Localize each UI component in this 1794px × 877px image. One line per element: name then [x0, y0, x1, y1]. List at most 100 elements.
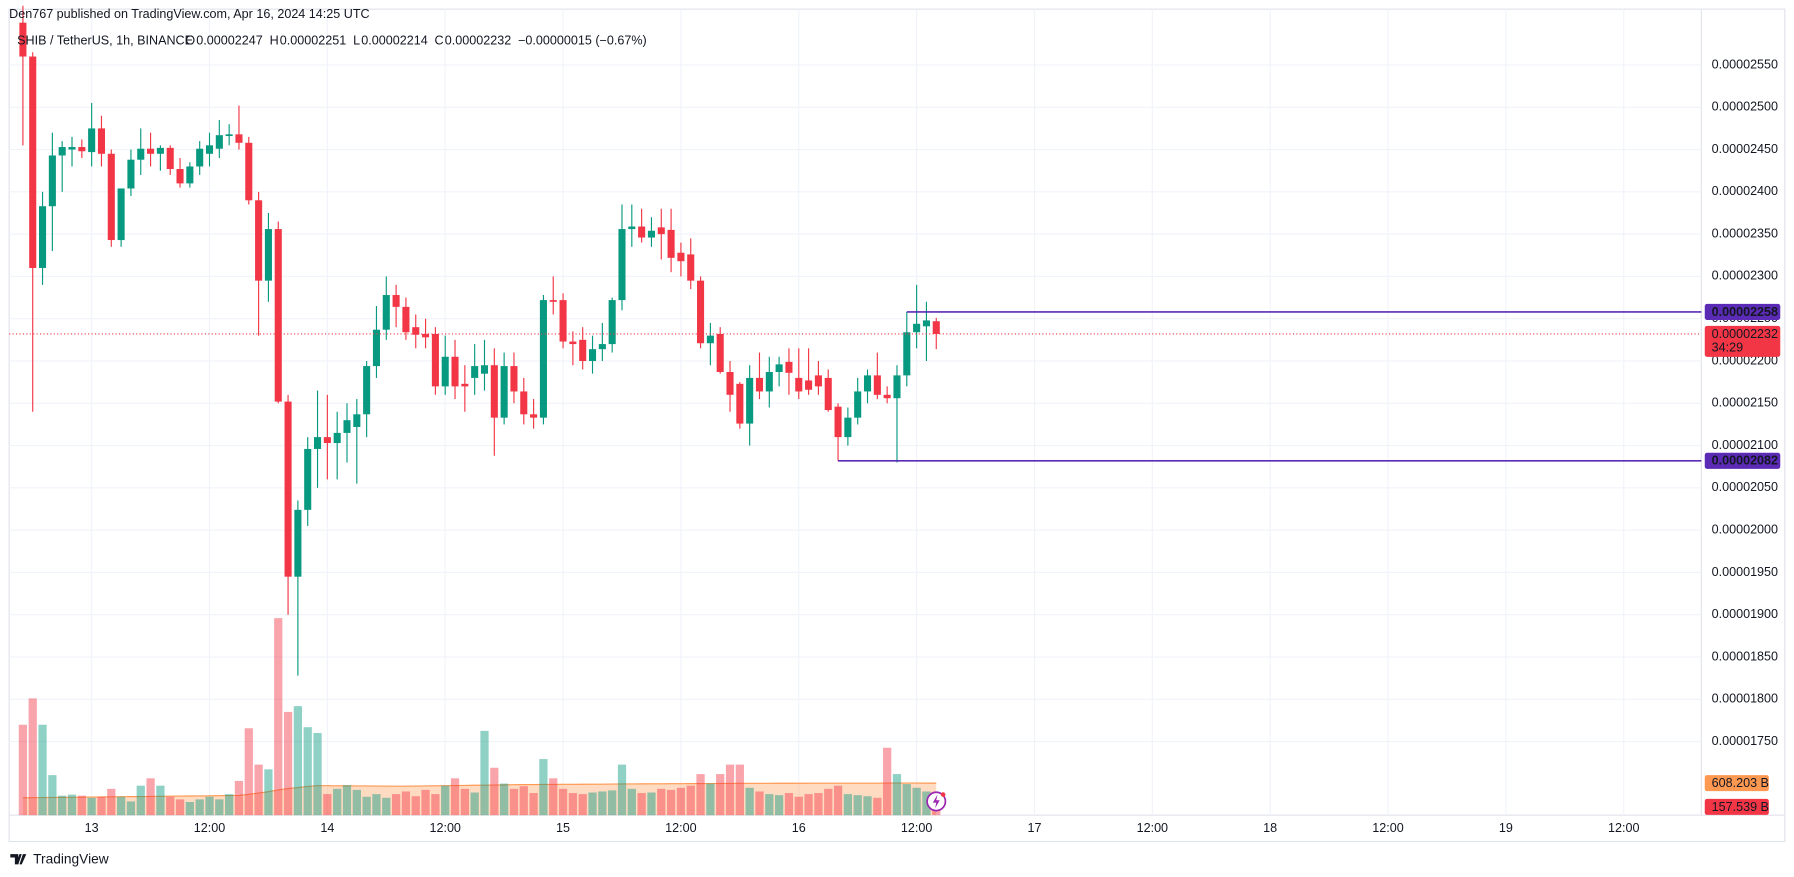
volume-ma-area [22, 783, 937, 816]
candle-body [785, 361, 793, 373]
x-tick-label: 13 [85, 821, 99, 835]
candle-body [765, 371, 773, 392]
volume-bar [244, 728, 253, 816]
candle-body [569, 341, 577, 345]
volume-bar [490, 767, 499, 816]
candle-body [913, 323, 921, 333]
volume-bar [529, 793, 538, 816]
candle-body [392, 295, 400, 307]
volume-bar [470, 792, 479, 816]
candle-body [451, 356, 459, 387]
candle-body [922, 320, 930, 327]
candle-body [687, 254, 695, 281]
y-tick-label: 0.00002000 [1712, 522, 1778, 536]
volume-bar [460, 788, 469, 816]
volume-bar [843, 794, 852, 816]
volume-bar [156, 785, 165, 816]
volume-bar [716, 774, 725, 816]
candle-body [97, 128, 106, 154]
volume-bar [725, 764, 735, 816]
candle-body [854, 391, 862, 418]
symbol: SHIB / TetherUS, 1h, BINANCE [17, 34, 193, 48]
volume-bar [706, 783, 715, 816]
volume-bar [568, 793, 578, 816]
volume-bar [892, 774, 902, 816]
candle-body [510, 366, 518, 392]
x-tick-label: 19 [1499, 821, 1513, 835]
volume-bar [549, 778, 558, 816]
candle-body [78, 147, 86, 152]
candle-body [873, 375, 881, 395]
candle-body [677, 252, 685, 262]
candle-body [461, 383, 469, 387]
candle-body [68, 147, 76, 150]
volume-bar [382, 797, 391, 816]
price-label-bg [1704, 325, 1781, 357]
volume-bar [264, 769, 273, 816]
y-tick-label: 0.00001800 [1712, 692, 1778, 706]
volume-bar [735, 764, 744, 816]
candle-body [147, 148, 155, 154]
ohlc-value: 0.00002214 [361, 34, 427, 48]
candle-body [608, 300, 616, 345]
volume-bar [116, 796, 126, 816]
candle-body [480, 365, 489, 374]
candle-body [667, 229, 675, 258]
volume-bar [902, 784, 911, 816]
candle-body [353, 414, 361, 427]
volume-bar [38, 724, 47, 816]
volume-bar [883, 747, 892, 816]
candle-body [88, 128, 96, 153]
volume-bar [686, 785, 695, 816]
volume-bar [647, 792, 656, 816]
candle-body [549, 300, 557, 302]
candle-body [363, 366, 371, 415]
candle-body [255, 200, 263, 281]
countdown: 34:29 [1712, 341, 1743, 355]
candle-body [471, 366, 479, 378]
candle-body [156, 147, 164, 154]
candle-body [795, 377, 803, 392]
candle-body [117, 188, 125, 241]
candle-body [137, 148, 145, 160]
candle-body [932, 321, 940, 334]
candle-body [382, 295, 390, 330]
volume-bar [136, 785, 145, 816]
volume-label: 157.539 B [1712, 800, 1769, 814]
volume-bar [912, 787, 921, 816]
volume-bar [833, 785, 843, 816]
y-tick-label: 0.00001850 [1712, 649, 1778, 663]
volume-bar [578, 794, 587, 816]
volume-bar [67, 794, 77, 816]
candle-body [598, 344, 606, 350]
x-tick-label: 12:00 [194, 821, 225, 835]
volume-ma-label-bg [1704, 775, 1769, 792]
x-tick-label: 12:00 [665, 821, 696, 835]
y-tick-label: 0.00002400 [1712, 184, 1778, 198]
candle-body [343, 420, 351, 433]
candle-body [313, 437, 322, 449]
candle-body [225, 134, 233, 137]
volume-bar [126, 801, 136, 816]
candle-body [805, 380, 813, 390]
candle-body [579, 339, 587, 361]
volume-bar [58, 795, 67, 816]
volume-bar [77, 795, 86, 816]
candle-body [304, 448, 312, 510]
logo-icon [10, 854, 27, 865]
price-label: 0.00002232 [1712, 327, 1778, 341]
candle-body [726, 371, 734, 395]
volume-bar [18, 724, 28, 816]
volume-bar [97, 796, 106, 816]
tv-logo: TradingView [10, 851, 109, 866]
level-label: 0.00002258 [1712, 305, 1778, 319]
ohlc-value: 0.00002232 [445, 34, 511, 48]
candle-body [490, 365, 498, 418]
volume-bar [657, 788, 666, 816]
level-label-bg [1704, 452, 1781, 469]
candle-body [775, 364, 783, 372]
volume-bar [696, 774, 705, 816]
volume-bar [755, 791, 764, 816]
